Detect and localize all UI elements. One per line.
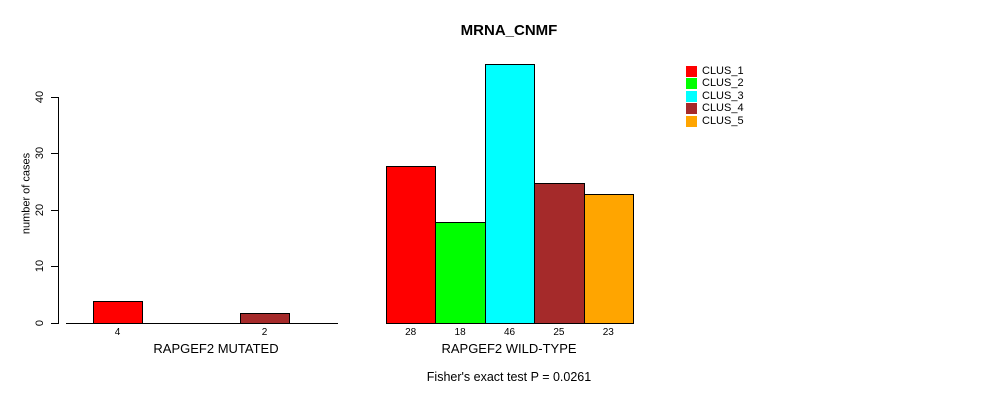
bar — [584, 194, 634, 324]
bar-value-label: 18 — [454, 327, 466, 338]
bar — [485, 64, 535, 324]
y-axis-tick-label: 10 — [34, 259, 46, 273]
legend-swatch — [686, 103, 697, 114]
bar-value-label: 2 — [261, 327, 268, 338]
y-axis-tick-label: 20 — [34, 203, 46, 217]
y-axis-tick-label: 0 — [34, 319, 46, 327]
legend-label: CLUS_3 — [702, 90, 744, 102]
legend-label: CLUS_4 — [702, 102, 744, 114]
y-axis-tick — [51, 266, 58, 267]
legend-label: CLUS_2 — [702, 77, 744, 89]
y-axis-tick — [51, 323, 58, 324]
bar-value-label: 23 — [602, 327, 614, 338]
legend-swatch — [686, 91, 697, 102]
chart-title: MRNA_CNMF — [460, 22, 558, 39]
y-axis-tick — [51, 153, 58, 154]
bar-value-label: 25 — [553, 327, 565, 338]
legend-label: CLUS_5 — [702, 115, 744, 127]
y-axis-tick-label: 40 — [34, 90, 46, 104]
y-axis-tick — [51, 210, 58, 211]
bar — [435, 222, 486, 324]
bar — [386, 166, 436, 324]
legend-swatch — [686, 66, 697, 77]
y-axis-label: number of cases — [20, 152, 33, 235]
group-label-wild-type: RAPGEF2 WILD-TYPE — [441, 341, 577, 356]
bar — [534, 183, 585, 324]
group-label-mutated: RAPGEF2 MUTATED — [153, 341, 279, 356]
bar-value-label: 28 — [405, 327, 417, 338]
y-axis-tick — [51, 97, 58, 98]
y-axis — [58, 97, 59, 324]
y-axis-tick-label: 30 — [34, 146, 46, 160]
bar — [93, 301, 143, 324]
legend-swatch — [686, 78, 697, 89]
bar-value-label: 46 — [503, 327, 516, 338]
bar-value-label: 4 — [114, 327, 121, 338]
legend-label: CLUS_1 — [702, 65, 744, 77]
fisher-test-annotation: Fisher's exact test P = 0.0261 — [426, 370, 592, 384]
legend-swatch — [686, 116, 697, 127]
bar — [240, 313, 290, 324]
x-baseline — [66, 323, 338, 324]
